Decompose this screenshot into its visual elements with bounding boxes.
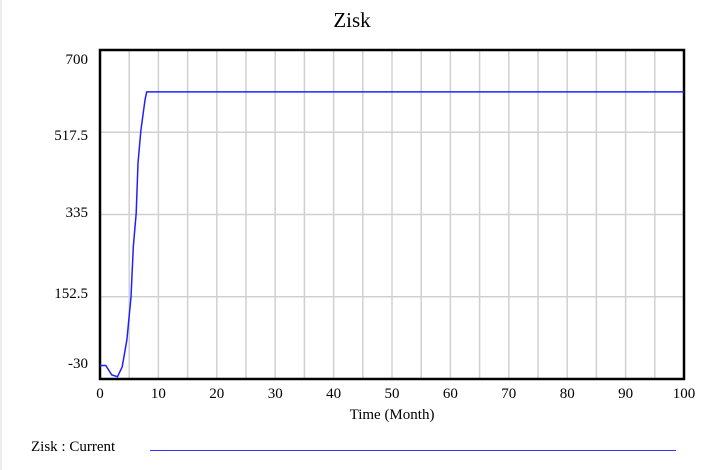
x-tick-label: 70 bbox=[501, 386, 517, 402]
y-tick-label: 517.5 bbox=[54, 128, 88, 144]
x-axis-label: Time (Month) bbox=[349, 407, 435, 423]
y-tick-label: 335 bbox=[65, 205, 89, 221]
x-tick-label: 50 bbox=[384, 386, 400, 402]
x-tick-label: 0 bbox=[96, 386, 104, 402]
series-line-zisk-current bbox=[100, 91, 684, 378]
plot-frame bbox=[98, 48, 686, 381]
y-tick-label: 700 bbox=[65, 52, 89, 68]
x-tick-label: 30 bbox=[267, 386, 283, 402]
x-tick-label: 20 bbox=[209, 386, 225, 402]
window-left-border bbox=[0, 0, 2, 470]
legend-line-swatch bbox=[150, 450, 676, 451]
grid-lines bbox=[100, 50, 684, 379]
y-tick-label: -30 bbox=[68, 356, 88, 372]
legend-label: Zisk : Current bbox=[31, 439, 116, 455]
x-tick-label: 60 bbox=[442, 386, 458, 402]
y-tick-label: 152.5 bbox=[54, 286, 88, 302]
x-tick-label: 10 bbox=[150, 386, 166, 402]
x-tick-label: 40 bbox=[326, 386, 342, 402]
chart-title: Zisk bbox=[333, 8, 371, 32]
x-tick-label: 100 bbox=[672, 386, 696, 402]
x-tick-label: 80 bbox=[559, 386, 575, 402]
x-tick-label: 90 bbox=[618, 386, 634, 402]
